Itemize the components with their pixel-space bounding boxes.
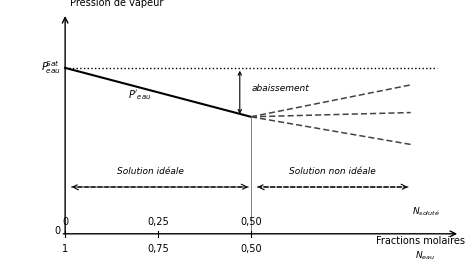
Text: abaissement: abaissement <box>251 84 309 92</box>
Text: 0,75: 0,75 <box>147 244 169 254</box>
Text: $P'_{eau}$: $P'_{eau}$ <box>128 89 151 102</box>
Text: 0: 0 <box>55 226 61 236</box>
Text: 0,50: 0,50 <box>240 244 262 254</box>
Text: Pression de vapeur: Pression de vapeur <box>70 0 163 8</box>
Text: Fractions molaires: Fractions molaires <box>375 236 465 247</box>
Text: 0: 0 <box>62 217 68 227</box>
Text: 0,50: 0,50 <box>240 217 262 227</box>
Text: Solution non idéale: Solution non idéale <box>289 168 376 177</box>
Text: $N_{eau}$: $N_{eau}$ <box>416 250 436 262</box>
Text: $N_{soluté}$: $N_{soluté}$ <box>412 206 439 218</box>
Text: Solution idéale: Solution idéale <box>117 168 184 177</box>
Text: 0,25: 0,25 <box>147 217 169 227</box>
Text: $P\!{}_{eau}^{Sat}$: $P\!{}_{eau}^{Sat}$ <box>41 59 61 76</box>
Text: 1: 1 <box>62 244 68 254</box>
